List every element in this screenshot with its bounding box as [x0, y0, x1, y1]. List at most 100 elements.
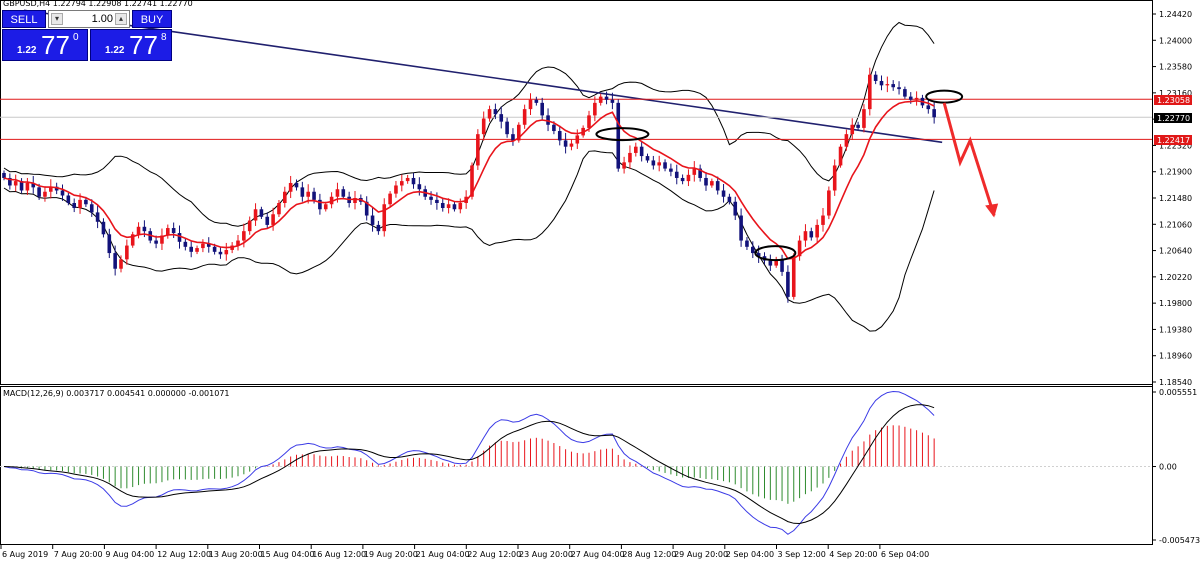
candle-body	[791, 256, 796, 297]
candle-body	[394, 185, 398, 194]
candle-body	[481, 118, 486, 135]
candle-body	[440, 203, 445, 209]
candle-body	[370, 215, 375, 225]
candle-body	[429, 196, 433, 200]
candle	[247, 216, 252, 235]
candle-body	[563, 140, 568, 147]
candle-body	[417, 184, 422, 190]
time-tick-label: 13 Aug 20:00	[209, 550, 263, 559]
candle	[446, 198, 451, 214]
price-tick-label: 1.24000	[1159, 36, 1192, 45]
buy-quote[interactable]: 1.22 77 8	[90, 29, 172, 61]
candle	[528, 93, 533, 115]
candle	[341, 186, 346, 200]
candle-body	[388, 193, 392, 205]
candle-body	[517, 124, 521, 141]
candle	[259, 206, 264, 220]
candle	[727, 193, 732, 205]
candle-body	[832, 165, 837, 191]
candle-body	[201, 243, 205, 249]
price-tags: 1.23058 1.22770 1.22417	[1154, 95, 1192, 145]
candle	[206, 237, 211, 253]
candle	[768, 254, 773, 271]
time-tick-label: 29 Aug 20:00	[674, 550, 728, 559]
candle	[639, 140, 644, 162]
candle	[253, 203, 258, 226]
candles	[2, 67, 936, 303]
candle	[914, 91, 919, 106]
candle	[885, 76, 890, 93]
candle-body	[844, 134, 849, 147]
candle-body	[171, 228, 176, 234]
candle	[704, 171, 708, 191]
candle-body	[160, 235, 164, 244]
sell-button[interactable]: SELL	[2, 10, 46, 28]
candle-body	[60, 190, 65, 196]
candle-body	[195, 248, 199, 252]
candle-body	[686, 174, 691, 182]
candle-body	[49, 186, 53, 192]
sell-price-sup: 0	[73, 32, 79, 43]
candle	[166, 224, 170, 239]
candle-body	[19, 181, 24, 191]
main-plot-frame	[0, 0, 1153, 385]
candle-body	[411, 177, 416, 185]
macd-histogram-and-lines	[0, 390, 1152, 535]
candle-body	[756, 253, 761, 257]
time-axis: 6 Aug 2019 7 Aug 20:00 9 Aug 04:00 12 Aug 1…	[0, 545, 929, 559]
candle	[294, 179, 299, 191]
candle	[218, 246, 223, 259]
price-axis: 1.244201.240001.235801.231601.227401.223…	[1152, 10, 1192, 387]
price-tick-label: 1.19380	[1159, 325, 1192, 334]
candle-body	[850, 124, 855, 135]
candle	[733, 196, 738, 221]
candle	[136, 222, 141, 239]
candle-body	[435, 199, 439, 204]
candle-body	[552, 124, 556, 132]
candle	[113, 245, 117, 276]
candle	[8, 173, 12, 190]
candle	[370, 208, 375, 232]
candle-body	[540, 102, 544, 116]
macd-tick-label: 0.005551	[1159, 388, 1197, 397]
price-tick-label: 1.20640	[1159, 247, 1192, 256]
candle	[101, 218, 106, 238]
candle	[598, 93, 603, 106]
time-tick-label: 9 Aug 04:00	[105, 550, 154, 559]
candle	[417, 177, 422, 196]
candle	[809, 227, 814, 241]
candle-body	[546, 115, 550, 125]
lot-size-input[interactable]: ▾ 1.00 ▴	[48, 10, 130, 28]
candle-body	[382, 204, 387, 232]
bollinger-bands	[3, 21, 935, 332]
candle	[803, 224, 808, 247]
candle	[850, 118, 855, 141]
candle	[388, 191, 392, 207]
candle-body	[733, 201, 738, 216]
lot-size-value[interactable]: 1.00	[91, 13, 113, 25]
lot-decrease-icon[interactable]: ▾	[51, 13, 63, 25]
annotations	[595, 89, 999, 262]
candle	[236, 235, 240, 251]
buy-button[interactable]: BUY	[132, 10, 172, 28]
candle-body	[674, 171, 679, 178]
upper-level-tag: 1.23058	[1154, 95, 1192, 105]
candle-body	[669, 168, 673, 172]
candle-body	[31, 182, 36, 188]
candle-body	[136, 226, 141, 235]
time-tick-label: 6 Aug 2019	[2, 550, 48, 559]
candle-body	[710, 181, 714, 186]
lot-increase-icon[interactable]: ▴	[115, 13, 127, 25]
candle-body	[300, 187, 305, 197]
sell-quote[interactable]: 1.22 77 0	[2, 29, 88, 61]
candle	[569, 139, 574, 151]
candle	[827, 186, 831, 220]
candle-body	[645, 156, 650, 161]
candle	[364, 196, 369, 221]
candle-body	[72, 203, 76, 209]
candle	[66, 192, 71, 206]
candle	[710, 178, 714, 188]
candle	[797, 235, 802, 261]
candle	[499, 106, 504, 129]
